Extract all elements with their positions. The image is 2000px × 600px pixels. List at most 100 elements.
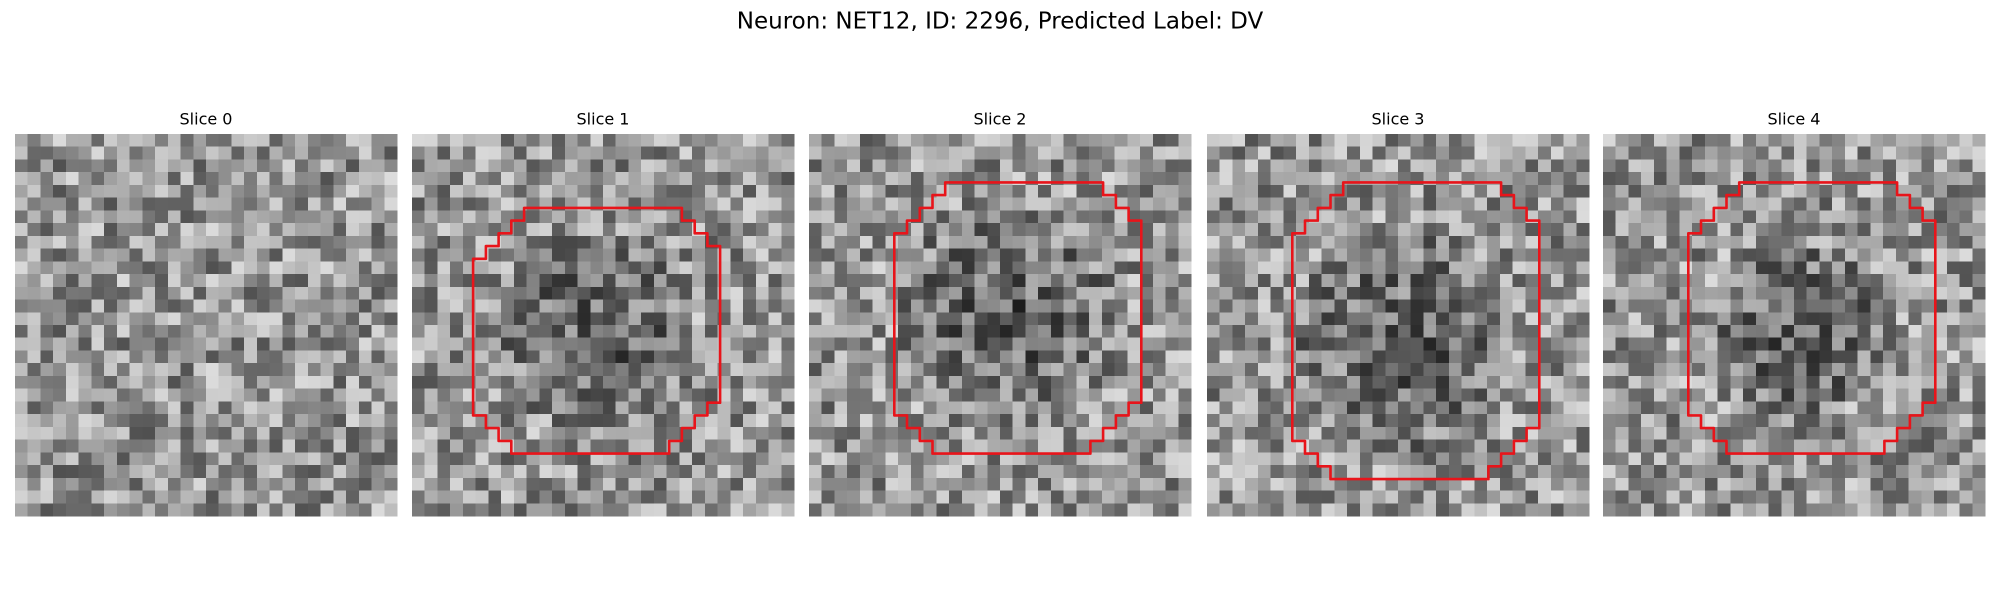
- pixel: [15, 452, 29, 466]
- pixel: [1423, 337, 1437, 352]
- pixel: [1550, 337, 1565, 352]
- pixel: [282, 439, 296, 453]
- pixel: [1615, 426, 1630, 441]
- pixel: [1959, 223, 1973, 237]
- pixel: [1755, 184, 1770, 199]
- pixel: [768, 299, 782, 313]
- pixel: [628, 235, 642, 250]
- pixel: [282, 312, 296, 326]
- pixel: [577, 159, 591, 173]
- pixel: [577, 490, 591, 504]
- pixel: [1946, 439, 1961, 453]
- pixel: [1114, 490, 1128, 504]
- pixel: [743, 312, 757, 326]
- pixel: [1538, 465, 1552, 479]
- pixel: [1076, 337, 1090, 352]
- pixel: [755, 248, 770, 262]
- pixel: [513, 337, 528, 352]
- pixel: [1641, 350, 1655, 364]
- pixel: [1152, 261, 1167, 275]
- pixel: [1921, 248, 1935, 262]
- pixel: [730, 452, 744, 466]
- pixel: [1499, 210, 1514, 224]
- pixel: [1641, 477, 1655, 492]
- pixel: [1050, 350, 1065, 364]
- pixel: [641, 299, 655, 313]
- pixel: [615, 248, 630, 262]
- pixel: [1870, 388, 1884, 402]
- pixel: [1934, 490, 1948, 504]
- pixel: [1692, 197, 1706, 211]
- pixel: [1127, 452, 1141, 466]
- pixel: [1089, 414, 1103, 428]
- pixel: [256, 223, 271, 237]
- pixel: [628, 134, 642, 148]
- pixel: [1334, 375, 1348, 390]
- pixel: [1165, 337, 1179, 352]
- pixel: [1474, 401, 1488, 415]
- pixel: [1296, 134, 1310, 148]
- pixel: [539, 172, 553, 186]
- pixel: [1832, 146, 1846, 161]
- pixel: [653, 388, 668, 402]
- pixel: [155, 388, 169, 402]
- pixel: [91, 235, 105, 250]
- pixel: [167, 210, 182, 224]
- pixel: [488, 134, 502, 148]
- pixel: [653, 248, 668, 262]
- pixel: [1461, 490, 1475, 504]
- pixel: [974, 414, 988, 428]
- pixel: [1615, 414, 1630, 428]
- pixel: [1245, 426, 1259, 441]
- pixel: [1883, 325, 1897, 339]
- pixel: [1334, 401, 1348, 415]
- pixel: [1207, 350, 1221, 364]
- pixel: [1844, 439, 1859, 453]
- pixel: [104, 414, 118, 428]
- pixel: [1730, 146, 1744, 161]
- pixel: [743, 401, 757, 415]
- pixel: [923, 312, 937, 326]
- pixel: [371, 439, 385, 453]
- pixel: [847, 248, 861, 262]
- pixel: [1946, 134, 1961, 148]
- pixel: [27, 184, 42, 199]
- pixel: [104, 261, 118, 275]
- pixel: [1704, 248, 1719, 262]
- pixel: [1410, 223, 1425, 237]
- pixel: [1959, 375, 1973, 390]
- pixel: [142, 325, 156, 339]
- pixel: [1883, 312, 1897, 326]
- pixel: [1641, 134, 1655, 148]
- pixel: [1870, 235, 1884, 250]
- pixel: [1538, 388, 1552, 402]
- pixel: [1114, 426, 1128, 441]
- pixel: [1819, 146, 1833, 161]
- pixel: [809, 159, 823, 173]
- pixel: [1101, 363, 1116, 377]
- pixel: [936, 503, 950, 517]
- pixel: [1499, 299, 1514, 313]
- pixel: [180, 490, 194, 504]
- pixel: [1781, 286, 1795, 301]
- pixel: [1076, 261, 1090, 275]
- pixel: [218, 210, 233, 224]
- pixel: [1755, 388, 1770, 402]
- pixel: [755, 235, 770, 250]
- pixel: [1653, 388, 1668, 402]
- pixel: [1819, 312, 1833, 326]
- pixel: [333, 159, 347, 173]
- pixel: [358, 172, 373, 186]
- pixel: [193, 375, 207, 390]
- pixel: [475, 299, 489, 313]
- pixel: [1806, 159, 1821, 173]
- pixel: [1461, 439, 1475, 453]
- pixel: [641, 325, 655, 339]
- pixel: [641, 223, 655, 237]
- pixel: [872, 184, 886, 199]
- pixel: [193, 426, 207, 441]
- pixel: [256, 248, 271, 262]
- pixel: [371, 325, 385, 339]
- pixel: [180, 184, 194, 199]
- pixel: [755, 172, 770, 186]
